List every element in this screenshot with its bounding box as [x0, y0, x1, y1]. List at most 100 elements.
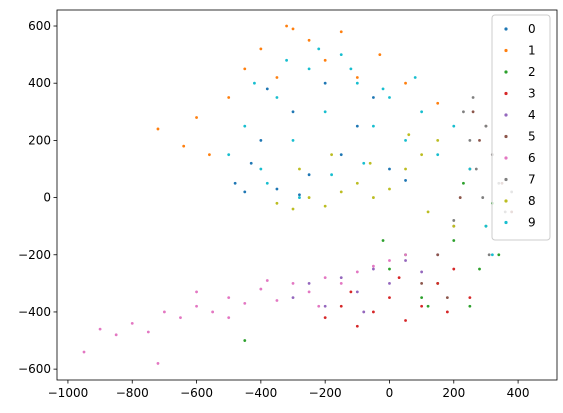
- scatter-point: [468, 167, 472, 171]
- scatter-point: [420, 296, 424, 300]
- scatter-point: [445, 296, 449, 300]
- legend-label: 6: [528, 151, 536, 165]
- scatter-point: [323, 58, 327, 62]
- y-tick-label: 600: [28, 19, 51, 33]
- legend-marker: [504, 91, 508, 96]
- scatter-point: [484, 224, 488, 228]
- scatter-point: [195, 116, 198, 119]
- scatter-point: [275, 299, 279, 302]
- scatter-point: [426, 304, 430, 308]
- scatter-point: [330, 153, 333, 157]
- scatter-point: [253, 81, 256, 85]
- y-tick-label: 200: [28, 133, 51, 147]
- scatter-point: [371, 196, 375, 199]
- scatter-point: [362, 310, 366, 314]
- scatter-point: [265, 181, 269, 185]
- scatter-point: [436, 101, 440, 105]
- x-tick-label: −200: [309, 386, 342, 400]
- scatter-point: [420, 270, 424, 274]
- y-tick-label: −200: [18, 248, 51, 262]
- legend-marker: [504, 199, 508, 203]
- scatter-point: [355, 181, 359, 185]
- scatter-point: [407, 133, 411, 137]
- scatter-point: [291, 207, 295, 211]
- legend-marker: [504, 70, 508, 74]
- legend-marker: [504, 220, 508, 225]
- scatter-point: [404, 179, 407, 182]
- scatter-point: [156, 362, 160, 365]
- scatter-point: [404, 259, 407, 262]
- x-tick-label: 400: [507, 386, 530, 400]
- scatter-point: [452, 224, 456, 228]
- scatter-point: [371, 310, 375, 314]
- scatter-point: [259, 47, 263, 51]
- y-tick-label: −600: [18, 362, 51, 376]
- x-tick-label: −400: [244, 386, 277, 400]
- scatter-point: [339, 276, 343, 280]
- scatter-point: [349, 67, 353, 71]
- scatter-point: [285, 58, 288, 62]
- scatter-point: [114, 333, 118, 337]
- scatter-point: [227, 96, 231, 99]
- scatter-point: [420, 110, 424, 114]
- scatter-point: [471, 110, 475, 114]
- legend-label: 9: [528, 216, 536, 230]
- scatter-point: [481, 196, 485, 199]
- scatter-point: [436, 138, 440, 142]
- y-tick-label: 400: [28, 76, 51, 90]
- scatter-point: [339, 53, 343, 57]
- scatter-point: [208, 153, 211, 157]
- scatter-point: [275, 96, 279, 99]
- legend-marker: [504, 177, 508, 182]
- scatter-point: [397, 276, 401, 280]
- scatter-point: [371, 267, 375, 271]
- scatter-point: [388, 267, 391, 271]
- legend-label: 3: [528, 87, 536, 101]
- scatter-point: [404, 253, 407, 257]
- scatter-point: [478, 267, 481, 271]
- scatter-point: [339, 304, 343, 308]
- scatter-point: [468, 138, 472, 142]
- scatter-point: [452, 124, 456, 128]
- scatter-point: [98, 327, 102, 331]
- scatter-point: [265, 279, 269, 282]
- scatter-point: [436, 153, 440, 157]
- legend-label: 7: [528, 173, 536, 187]
- scatter-point: [436, 281, 440, 285]
- scatter-point: [426, 210, 430, 214]
- scatter-point: [362, 161, 366, 165]
- scatter-point: [484, 124, 488, 128]
- scatter-point: [388, 296, 391, 300]
- scatter-point: [195, 304, 198, 308]
- scatter-point: [355, 81, 359, 85]
- scatter-point: [468, 304, 472, 308]
- x-tick-label: −800: [116, 386, 149, 400]
- scatter-point: [243, 339, 247, 342]
- y-tick-label: −400: [18, 305, 51, 319]
- x-tick-label: −600: [180, 386, 213, 400]
- scatter-point: [323, 110, 327, 114]
- scatter-point: [339, 281, 343, 285]
- scatter-point: [368, 161, 372, 165]
- scatter-point: [323, 304, 327, 308]
- scatter-point: [471, 96, 475, 99]
- scatter-point: [468, 296, 472, 300]
- scatter-point: [339, 30, 343, 34]
- scatter-point: [420, 153, 424, 157]
- scatter-point: [259, 287, 263, 291]
- scatter-point: [291, 110, 295, 114]
- plot-frame: [56, 9, 558, 381]
- scatter-point: [307, 290, 311, 294]
- scatter-point: [307, 173, 311, 177]
- legend-marker: [504, 156, 508, 160]
- scatter-point: [179, 316, 182, 320]
- scatter-point: [82, 350, 86, 354]
- scatter-point: [487, 253, 491, 257]
- scatter-point: [156, 127, 160, 131]
- scatter-point: [388, 96, 391, 99]
- scatter-point: [227, 153, 231, 157]
- legend-marker: [504, 113, 508, 117]
- scatter-point: [420, 304, 424, 308]
- x-tick-label: 0: [386, 386, 394, 400]
